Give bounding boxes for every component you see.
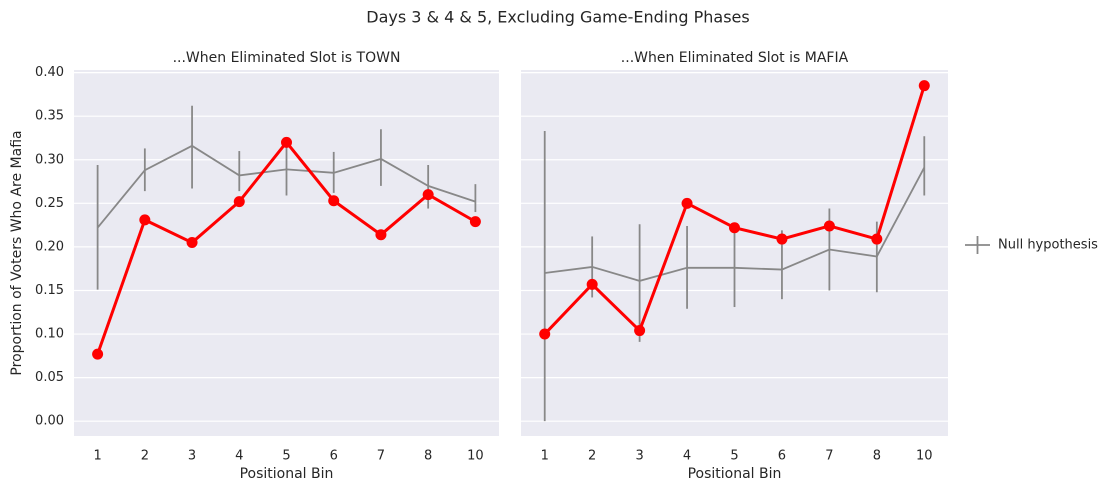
point [281,136,292,148]
x-tick-label: 4 [235,449,243,464]
x-tick-label: 3 [635,449,643,464]
y-tick-label: 0.40 [35,65,64,80]
point [233,196,245,208]
y-tick-label: 0.25 [35,196,64,211]
point [422,189,434,201]
x-tick-label: 10 [467,449,484,464]
point [871,233,883,245]
point [469,216,481,228]
x-tick-label: 5 [282,449,290,464]
point [776,233,788,245]
x-tick-label: 1 [541,449,549,464]
x-tick-label: 8 [424,449,432,464]
point [918,80,930,92]
x-tick-label: 4 [683,449,691,464]
y-axis-label: Proportion of Voters Who Are Mafia [9,130,25,375]
point [92,348,104,360]
point [634,325,646,337]
series-line [96,144,476,229]
x-tick-label: 3 [188,449,196,464]
y-tick-label: 0.05 [35,370,64,385]
point [681,197,693,209]
x-tick-label: 6 [778,449,786,464]
x-tick-label: 2 [141,449,149,464]
y-tick-label: 0.35 [35,109,64,124]
y-tick-label: 0.00 [35,414,64,429]
y-tick-label: 0.10 [35,327,64,342]
y-tick-label: 0.20 [35,239,64,254]
point [729,222,740,234]
x-tick-label: 1 [93,449,101,464]
point [375,229,387,241]
x-tick-label: 6 [330,449,338,464]
figure-title: Days 3 & 4 & 5, Excluding Game-Ending Ph… [366,8,749,27]
point [586,278,598,290]
panel-title: ...When Eliminated Slot is MAFIA [621,50,849,66]
x-tick-label: 10 [916,449,933,464]
y-tick-label: 0.30 [35,152,64,167]
panel-title: ...When Eliminated Slot is TOWN [173,50,401,66]
x-axis-label: Positional Bin [688,466,782,482]
x-axis-label: Positional Bin [240,466,334,482]
x-tick-label: 2 [588,449,596,464]
point [539,328,551,340]
x-tick-label: 7 [377,449,385,464]
legend-label: Null hypothesis [998,238,1098,253]
point [823,220,835,232]
plot-area [74,70,499,436]
x-tick-label: 8 [873,449,881,464]
point [328,195,340,207]
x-tick-label: 5 [730,449,738,464]
y-tick-label: 0.15 [35,283,64,298]
x-tick-label: 7 [825,449,833,464]
series-line [544,167,926,282]
point [139,214,151,226]
point [186,237,198,249]
